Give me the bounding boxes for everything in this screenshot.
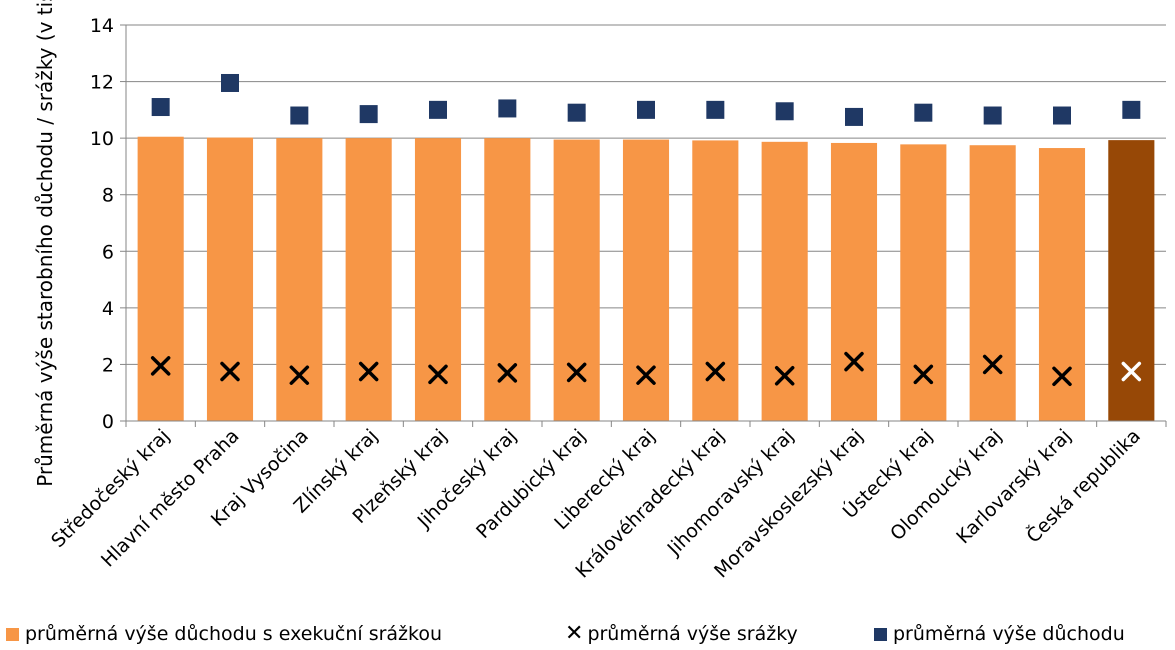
deduction-marker: [774, 365, 795, 386]
bar: [969, 145, 1016, 421]
x-tick-label: Česká republika: [1021, 424, 1145, 548]
pension-marker: [290, 106, 309, 125]
y-tick-label: 8: [102, 185, 114, 207]
legend-label-deduction: průměrná výše srážky: [587, 623, 798, 645]
pension-marker: [706, 100, 725, 119]
deduction-marker: [358, 361, 379, 382]
bar: [345, 138, 392, 421]
bar: [692, 140, 739, 422]
pension-marker: [429, 100, 447, 119]
deduction-marker: [289, 365, 310, 385]
deduction-marker: [705, 361, 726, 382]
bar: [553, 139, 600, 422]
pension-marker: [498, 99, 517, 118]
bar: [206, 137, 254, 421]
y-tick-label: 0: [102, 411, 114, 433]
bar: [761, 141, 808, 421]
legend-swatch-bar: [6, 627, 19, 641]
deduction-marker: [913, 364, 934, 385]
legend-item-deduction: ✕ průměrná výše srážky: [565, 621, 798, 646]
markers: [150, 73, 1142, 387]
pension-marker: [221, 73, 239, 92]
bar: [484, 138, 531, 421]
deduction-marker-stroke: [1121, 361, 1142, 382]
deduction-marker-stroke: [1052, 366, 1072, 387]
deduction-marker: [844, 351, 864, 372]
bars: [137, 136, 1155, 422]
pension-marker: [151, 98, 170, 117]
pension-marker: [359, 105, 378, 124]
legend-swatch-square: [874, 627, 887, 641]
pension-marker: [637, 100, 655, 119]
pension-marker: [567, 103, 586, 122]
bar: [1038, 148, 1086, 422]
x-tick-label: Středočeský kraj: [47, 425, 174, 552]
y-tick-label: 14: [90, 15, 114, 37]
legend: průměrná výše důchodu s exekuční srážkou…: [0, 623, 1175, 650]
deduction-marker-stroke: [982, 354, 1003, 375]
pension-marker: [845, 107, 863, 126]
y-tick-label: 12: [90, 72, 114, 94]
deduction-marker: [1052, 366, 1072, 387]
deduction-marker: [566, 362, 587, 383]
deduction-marker: [428, 364, 448, 385]
y-tick-label: 10: [90, 128, 114, 150]
deduction-marker-stroke: [636, 365, 656, 385]
deduction-marker-stroke: [566, 362, 587, 383]
deduction-marker-stroke: [428, 364, 448, 385]
deduction-marker-stroke: [358, 361, 379, 382]
deduction-marker-stroke: [774, 365, 795, 386]
deduction-marker-stroke: [220, 361, 240, 382]
x-tick-label: Hlavní město Praha: [97, 425, 244, 572]
bar: [830, 142, 878, 422]
deduction-marker: [150, 356, 171, 376]
legend-label-pension-with-deduction: průměrná výše důchodu s exekuční srážkou: [25, 623, 443, 645]
deduction-marker-stroke: [150, 356, 171, 376]
legend-label-pension: průměrná výše důchodu: [893, 623, 1125, 645]
x-tick-label: Karlovarský kraj: [952, 425, 1075, 548]
deduction-marker: [220, 361, 240, 382]
deduction-marker-stroke: [844, 351, 864, 372]
bar: [414, 138, 462, 421]
bar: [276, 138, 323, 421]
legend-item-pension: průměrná výše důchodu: [874, 623, 1125, 645]
legend-cross-icon: ✕: [565, 621, 584, 646]
bar: [622, 139, 670, 422]
deduction-marker-stroke: [705, 361, 726, 382]
deduction-marker: [636, 365, 656, 385]
deduction-marker-stroke: [289, 365, 310, 385]
y-tick-label: 6: [102, 241, 114, 263]
deduction-marker: [497, 363, 518, 383]
deduction-marker: [1121, 361, 1142, 382]
y-tick-label: 2: [102, 354, 114, 376]
deduction-marker: [982, 354, 1003, 375]
pension-marker: [1053, 106, 1071, 125]
pension-marker: [1122, 100, 1141, 119]
bar: [900, 144, 947, 421]
x-tick-label: Jihomoravský kraj: [663, 425, 798, 560]
y-axis-title: Průměrná výše starobního důchodu / srážk…: [33, 0, 57, 487]
pension-marker: [983, 106, 1002, 125]
bar: [137, 136, 184, 421]
deduction-marker-stroke: [497, 363, 518, 383]
bar: [1108, 140, 1155, 421]
y-tick-label: 4: [102, 298, 114, 320]
deduction-marker-stroke: [913, 364, 934, 385]
pension-marker: [914, 103, 933, 122]
pension-marker: [775, 102, 794, 121]
legend-item-pension-with-deduction: průměrná výše důchodu s exekuční srážkou: [6, 623, 442, 645]
